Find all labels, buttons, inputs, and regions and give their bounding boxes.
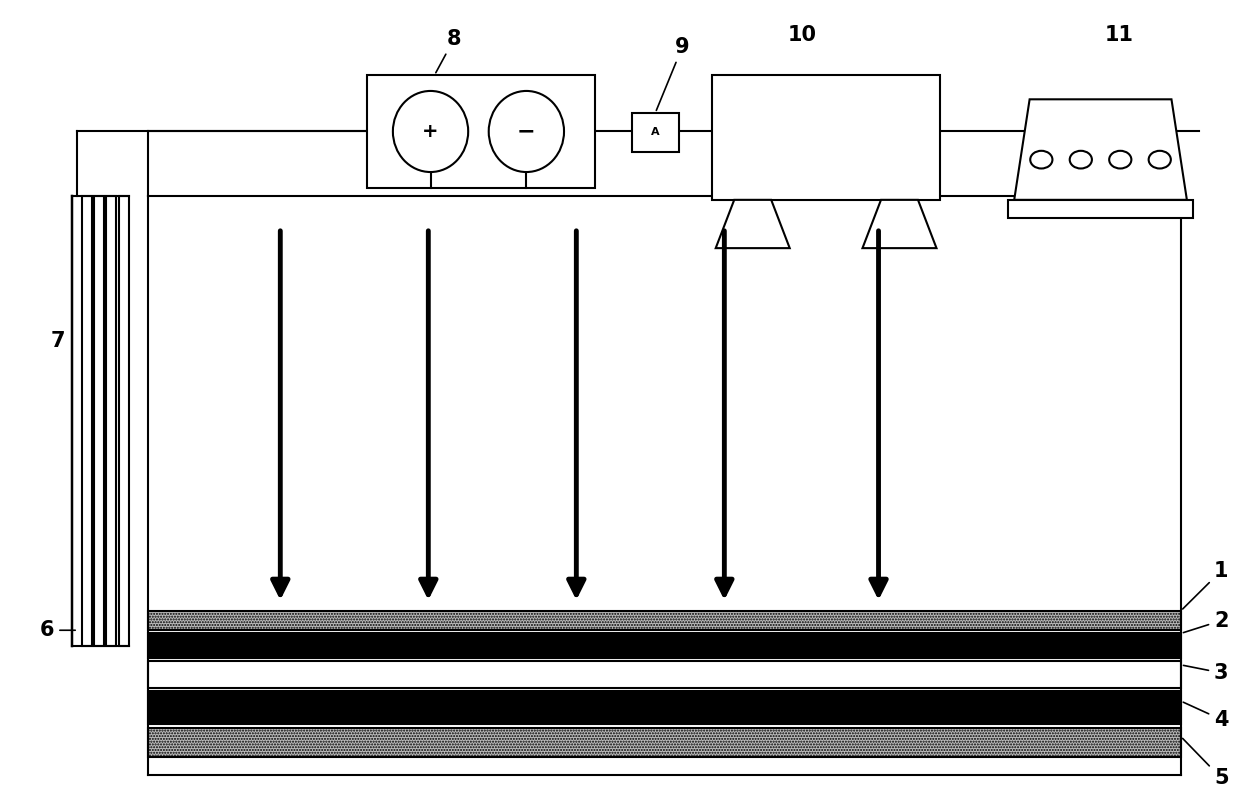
- Bar: [82, 196, 92, 646]
- Text: 2: 2: [1183, 611, 1229, 633]
- Polygon shape: [716, 200, 789, 248]
- Text: A: A: [650, 127, 659, 137]
- Bar: [632, 113, 679, 151]
- Ellipse shape: [488, 91, 564, 172]
- Bar: [149, 728, 1181, 757]
- Text: 6: 6: [40, 620, 76, 640]
- Polygon shape: [862, 200, 937, 248]
- Bar: [107, 196, 116, 646]
- Ellipse shape: [1149, 151, 1171, 168]
- Bar: [94, 196, 104, 646]
- Text: 5: 5: [1183, 739, 1229, 788]
- Ellipse shape: [393, 91, 468, 172]
- Text: −: −: [517, 122, 535, 142]
- Text: 8: 8: [436, 29, 461, 73]
- Bar: [1009, 200, 1193, 218]
- Bar: [149, 661, 1181, 688]
- Text: 3: 3: [1183, 663, 1229, 683]
- Text: 1: 1: [1183, 561, 1229, 609]
- Bar: [149, 692, 1181, 723]
- Text: 7: 7: [51, 330, 66, 351]
- Bar: [149, 633, 1181, 658]
- Text: 11: 11: [1104, 25, 1134, 45]
- Text: 9: 9: [657, 37, 690, 110]
- Ellipse shape: [1031, 151, 1052, 168]
- Text: 4: 4: [1183, 702, 1229, 730]
- Polygon shape: [1015, 100, 1187, 200]
- Ellipse shape: [1069, 151, 1092, 168]
- Bar: [367, 75, 595, 188]
- Text: 10: 10: [788, 25, 817, 45]
- Bar: [712, 75, 940, 200]
- Text: +: +: [422, 122, 439, 141]
- Ellipse shape: [1109, 151, 1131, 168]
- Bar: [149, 611, 1181, 630]
- Bar: [119, 196, 129, 646]
